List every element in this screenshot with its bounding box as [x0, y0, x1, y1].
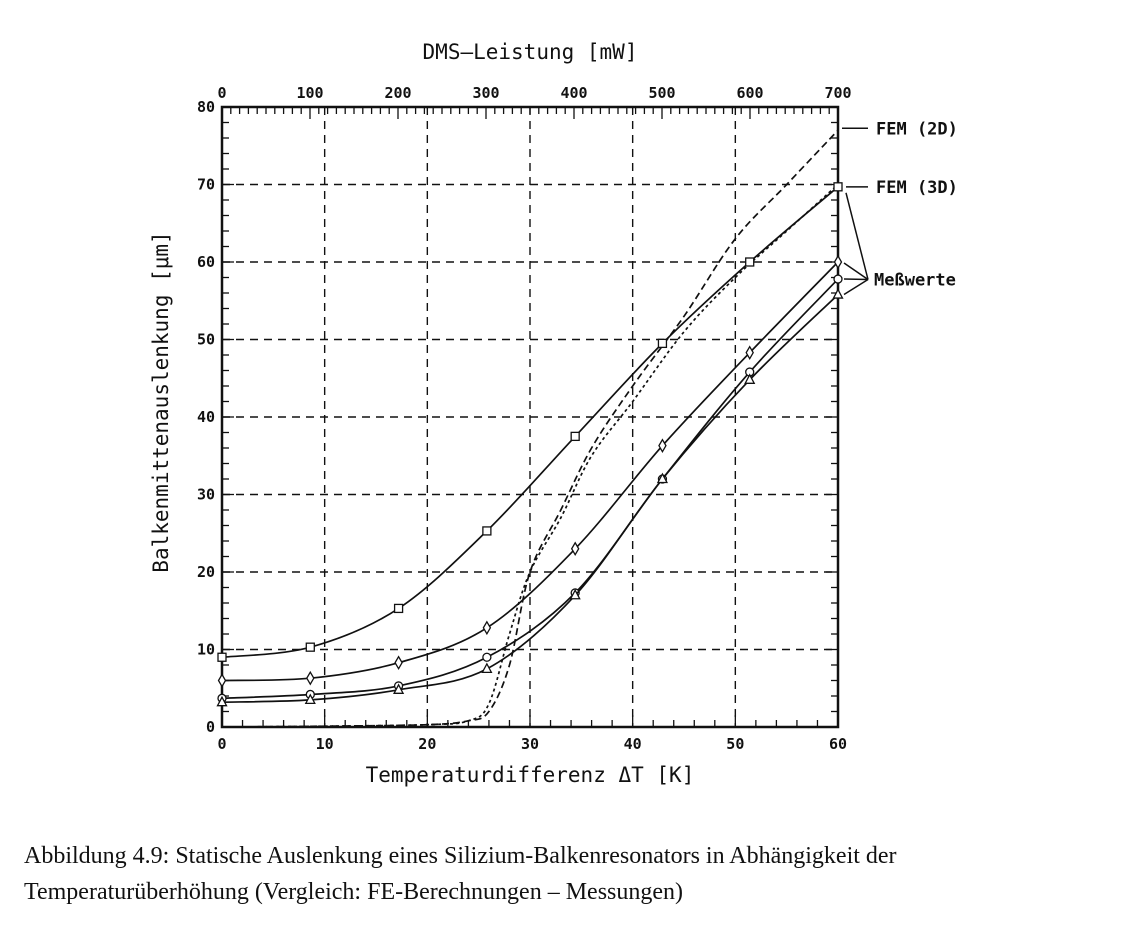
x2-tick-label: 400 — [560, 84, 587, 102]
x-tick-label: 20 — [418, 735, 436, 753]
x-tick-label: 60 — [829, 735, 847, 753]
tick-labels: 0 10 20 30 40 50 600 100 200 300 400 500 600 70001020… — [197, 84, 852, 753]
x2-tick-label: 500 — [648, 84, 675, 102]
leader-line-messwerte — [843, 262, 869, 281]
series-line — [221, 129, 839, 728]
leader-line-messwerte — [843, 278, 869, 296]
series-line — [221, 183, 839, 728]
data-point-triangle — [481, 662, 493, 674]
x-tick-label: 30 — [521, 735, 539, 753]
x2-tick-label: 200 — [384, 84, 411, 102]
y-tick-label: 20 — [197, 563, 215, 581]
data-point-square — [657, 338, 668, 349]
series-line — [221, 186, 839, 659]
y-tick-label: 40 — [197, 408, 215, 426]
series-fem-3d — [221, 183, 839, 728]
figure-caption: Abbildung 4.9: Statische Auslenkung eine… — [24, 838, 1124, 910]
series-fem-2d — [221, 129, 839, 728]
data-point-square — [570, 431, 580, 442]
data-point-triangle — [569, 588, 581, 600]
caption-line-2: Temperaturüberhöhung (Vergleich: FE-Bere… — [24, 879, 684, 905]
x2-tick-label: 600 — [736, 84, 763, 102]
data-point-square — [305, 642, 315, 652]
y-tick-label: 0 — [206, 718, 215, 736]
data-point-square — [393, 603, 404, 614]
annotation-layer: FEM (2D) FEM (3D) Meßwerte — [842, 119, 958, 296]
series-messwerte-triangle — [216, 288, 844, 707]
x-tick-label: 0 — [217, 735, 226, 753]
x2-tick-label: 300 — [472, 84, 499, 102]
data-point-square — [217, 652, 227, 662]
annotation-fem-3d: FEM (3D) — [876, 178, 958, 198]
x-tick-label: 40 — [624, 735, 642, 753]
data-point-triangle — [216, 695, 228, 707]
data-point-diamond — [217, 673, 227, 688]
y-tick-label: 70 — [197, 176, 215, 194]
annotation-messwerte: Meßwerte — [874, 271, 956, 291]
data-point-diamond — [570, 541, 580, 557]
caption-line-1: Abbildung 4.9: Statische Auslenkung eine… — [24, 843, 897, 869]
data-point-square — [745, 257, 755, 267]
annotation-fem-2d: FEM (2D) — [876, 119, 958, 139]
x2-tick-label: 700 — [824, 84, 851, 102]
data-point-circle — [833, 274, 843, 284]
plot-frame — [220, 105, 840, 729]
x2-tick-label: 100 — [296, 84, 323, 102]
data-point-diamond — [306, 670, 315, 686]
grid-lines — [222, 107, 838, 727]
data-point-circle — [482, 652, 492, 662]
series-layer — [216, 129, 844, 728]
data-point-diamond — [658, 438, 667, 453]
series-messwerte-square — [217, 182, 843, 662]
series-messwerte-diamond — [217, 254, 843, 688]
y-axis-title: Balkenmittenauslenkung [μm] — [149, 231, 173, 572]
data-point-triangle — [304, 693, 316, 705]
x-tick-label: 50 — [726, 735, 744, 753]
data-point-square — [833, 182, 843, 192]
y-tick-label: 80 — [197, 98, 215, 116]
x-tick-label: 10 — [316, 735, 334, 753]
data-point-diamond — [482, 620, 492, 636]
data-point-triangle — [744, 373, 756, 384]
x-axis-title: Temperaturdifferenz ΔT [K] — [366, 763, 695, 787]
x2-tick-label: 0 — [217, 84, 226, 102]
data-point-diamond — [833, 254, 843, 270]
data-point-square — [482, 526, 492, 536]
leader-line-messwerte — [845, 192, 869, 280]
y-tick-label: 30 — [197, 486, 215, 504]
y-tick-label: 50 — [197, 331, 215, 349]
y-tick-label: 60 — [197, 253, 215, 271]
data-point-diamond — [394, 655, 403, 670]
data-point-triangle — [393, 683, 405, 694]
data-point-triangle — [832, 288, 844, 299]
data-point-diamond — [745, 345, 754, 360]
data-point-triangle — [656, 472, 669, 484]
x2-axis-title: DMS–Leistung [mW] — [423, 40, 638, 64]
y-tick-label: 10 — [197, 641, 215, 659]
